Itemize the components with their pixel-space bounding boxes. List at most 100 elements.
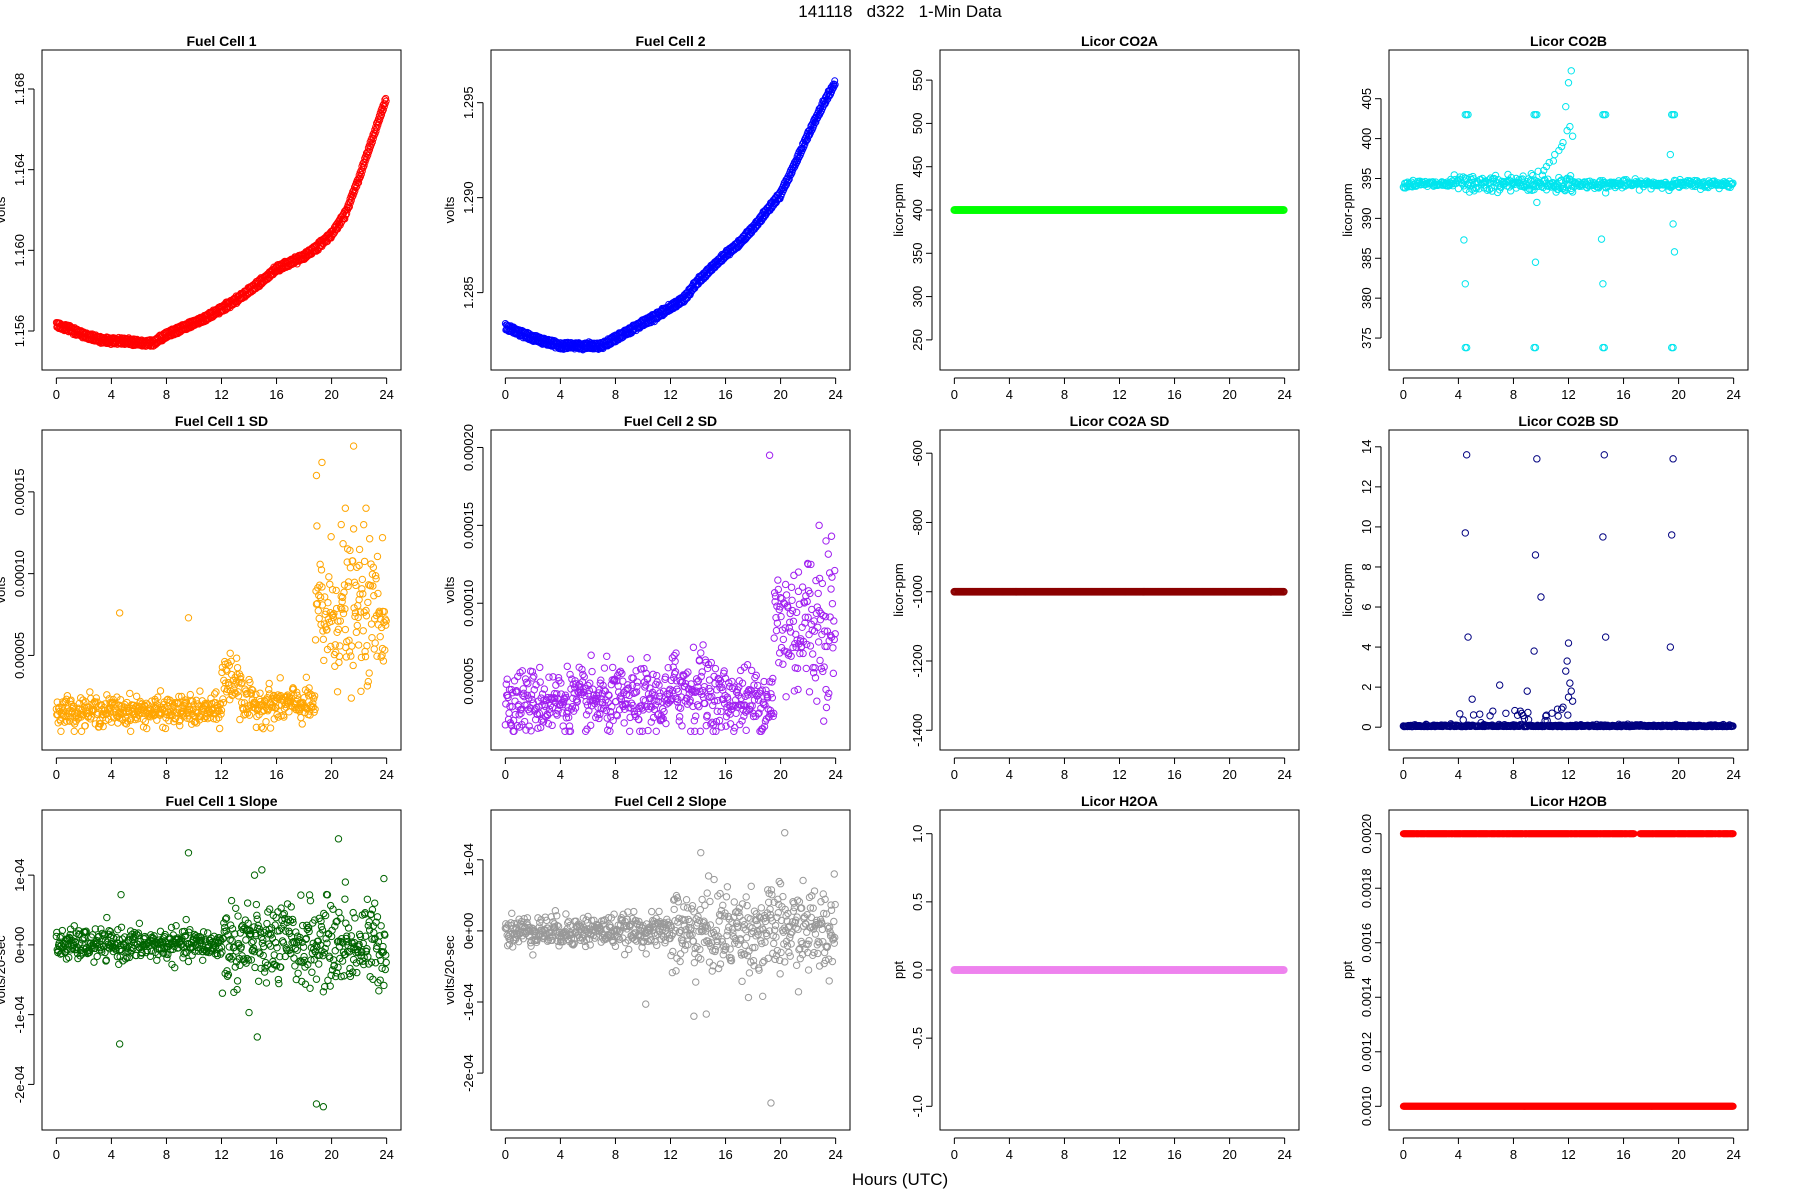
data-point <box>653 671 661 680</box>
x-tick-label: 20 <box>1671 767 1685 782</box>
data-point <box>320 656 328 665</box>
data-point <box>818 579 827 588</box>
data-point <box>360 162 368 170</box>
data-point <box>662 719 670 728</box>
data-point <box>830 617 838 625</box>
data-point <box>829 644 837 652</box>
x-tick-label: 24 <box>379 387 393 402</box>
data-point <box>332 586 340 595</box>
data-point <box>349 661 357 670</box>
data-point <box>803 136 811 144</box>
data-point <box>827 585 835 593</box>
data-point <box>1549 157 1558 165</box>
data-point <box>603 652 611 660</box>
data-point <box>1557 705 1566 713</box>
y-tick-label: 0 <box>1359 724 1374 731</box>
data-point <box>620 719 628 727</box>
data-point <box>1567 67 1575 75</box>
y-tick-label: 380 <box>1359 287 1374 309</box>
data-point <box>368 138 376 146</box>
data-point <box>1462 451 1471 459</box>
data-point <box>86 688 94 696</box>
data-point <box>804 135 812 143</box>
y-tick-label: 450 <box>910 156 925 178</box>
data-point <box>276 674 284 682</box>
x-tick-label: 16 <box>1167 387 1181 402</box>
data-point <box>829 81 837 89</box>
data-point <box>352 628 361 637</box>
y-tick-label: 1.168 <box>12 73 27 106</box>
data-point <box>70 727 78 736</box>
data-point <box>1568 132 1577 140</box>
data-point <box>1527 169 1536 178</box>
data-point <box>1533 455 1541 463</box>
plot-frame <box>939 49 1300 371</box>
x-tick-label: 12 <box>214 1147 228 1162</box>
data-point <box>1456 710 1464 718</box>
y-tick-label: 390 <box>1359 208 1374 230</box>
x-tick-label: 8 <box>612 387 619 402</box>
data-point <box>1597 235 1606 243</box>
y-tick-label: 0.00005 <box>461 658 476 705</box>
data-point <box>1529 171 1537 180</box>
data-point <box>822 537 830 545</box>
data-point <box>357 170 365 178</box>
data-point <box>233 663 242 672</box>
data-point <box>782 591 791 599</box>
x-tick-label: 20 <box>1222 767 1236 782</box>
data-point <box>775 658 783 667</box>
data-point <box>588 667 596 676</box>
data-point <box>1564 639 1573 647</box>
y-tick-label: -1400 <box>910 714 925 747</box>
y-tick-label: -1200 <box>910 644 925 677</box>
data-point <box>365 669 373 677</box>
data-point <box>348 642 356 650</box>
panel-title: Licor CO2B SD <box>1518 413 1618 429</box>
x-tick-label: 4 <box>1455 767 1462 782</box>
data-point <box>1564 79 1573 87</box>
data-point <box>802 664 810 673</box>
y-axis-label: volts <box>442 576 457 603</box>
data-point <box>781 580 790 589</box>
x-tick-label: 12 <box>663 767 677 782</box>
y-tick-label: 395 <box>1359 168 1374 190</box>
x-tick-label: 20 <box>1671 387 1685 402</box>
plot-frame <box>41 49 402 371</box>
data-point <box>813 697 821 705</box>
x-tick-label: 8 <box>163 767 170 782</box>
data-point <box>814 589 822 598</box>
data-point <box>828 599 837 608</box>
data-marks <box>52 94 390 350</box>
x-tick-label: 4 <box>1006 387 1013 402</box>
data-point <box>1537 593 1545 601</box>
y-axis-label: licor-ppm <box>891 183 906 236</box>
data-point <box>794 685 802 694</box>
x-tick-label: 0 <box>53 387 60 402</box>
y-tick-label: -1000 <box>910 575 925 608</box>
data-point <box>1461 280 1469 288</box>
data-point <box>1670 248 1679 256</box>
x-tick-label: 16 <box>1616 387 1630 402</box>
data-point <box>505 709 513 717</box>
data-point <box>831 81 839 89</box>
x-tick-label: 16 <box>718 387 732 402</box>
y-tick-label: 0.00010 <box>12 550 27 597</box>
data-point <box>794 568 803 576</box>
panel-title: Licor CO2A <box>1081 33 1158 49</box>
x-tick-label: 0 <box>1400 387 1407 402</box>
y-tick-label: 14 <box>1359 440 1374 454</box>
data-point <box>333 688 342 696</box>
data-marks <box>950 206 1288 214</box>
data-point <box>625 727 634 736</box>
y-tick-label: 1.160 <box>12 234 27 267</box>
data-point <box>824 550 833 558</box>
data-point <box>311 636 320 644</box>
y-tick-label: 300 <box>910 286 925 308</box>
data-point <box>1464 633 1472 641</box>
data-point <box>790 687 799 695</box>
x-tick-label: 16 <box>269 387 283 402</box>
panel-title: Fuel Cell 1 Slope <box>165 793 277 809</box>
data-point <box>536 663 544 672</box>
